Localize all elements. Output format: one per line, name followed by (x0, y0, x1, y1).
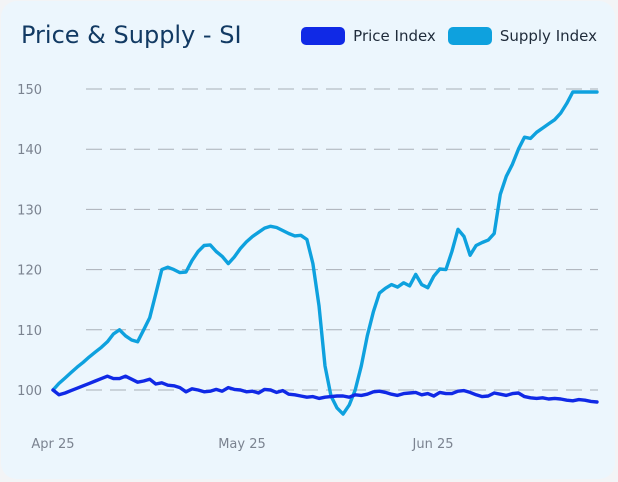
legend-swatch-supply-index (447, 27, 492, 45)
legend-item-supply-index[interactable]: Supply Index (447, 27, 597, 45)
x-tick-label-0: Apr 25 (31, 437, 74, 452)
legend-swatch-price-index (301, 27, 346, 45)
series-line-price-index (51, 374, 599, 404)
y-tick-label-150: 150 (17, 83, 42, 98)
chart-title: Price & Supply - SI (21, 21, 242, 49)
chart-legend: Price Index Supply Index (301, 27, 597, 45)
legend-label-price-index: Price Index (353, 27, 436, 45)
y-tick-label-100: 100 (17, 384, 42, 399)
series-line-supply-index (51, 90, 599, 416)
y-tick-label-140: 140 (17, 143, 42, 158)
legend-item-price-index[interactable]: Price Index (301, 27, 436, 45)
x-tick-label-1: May 25 (218, 437, 266, 452)
y-tick-label-120: 120 (17, 264, 42, 279)
x-tick-label-2: Jun 25 (412, 437, 454, 452)
legend-label-supply-index: Supply Index (499, 27, 597, 45)
y-tick-label-110: 110 (17, 324, 42, 339)
y-tick-label-130: 130 (17, 203, 42, 218)
